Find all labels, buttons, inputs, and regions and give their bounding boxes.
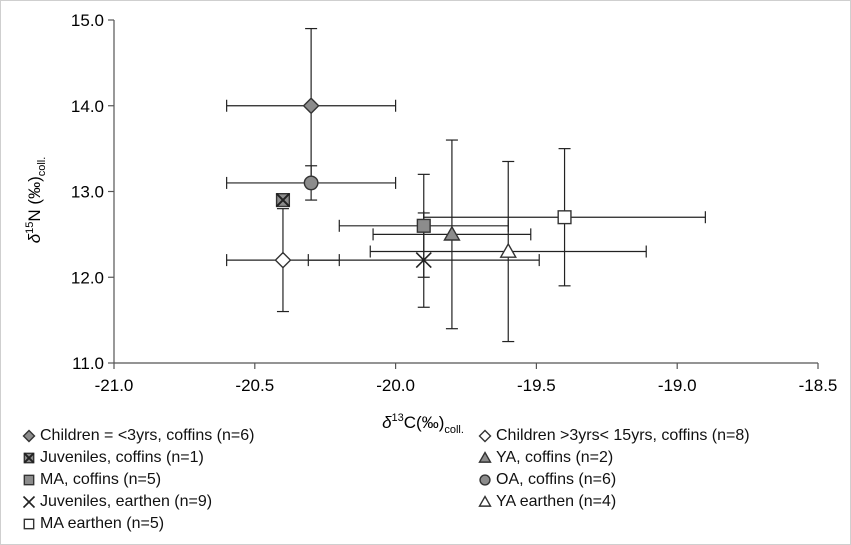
data-point-cross bbox=[275, 192, 291, 208]
data-point bbox=[274, 251, 292, 269]
data-point bbox=[303, 175, 319, 191]
y-axis-label: δ15N (‰)coll. bbox=[24, 157, 48, 244]
y-tick-label: 12.0 bbox=[71, 268, 104, 287]
x-tick-label: -20.0 bbox=[376, 376, 415, 395]
x-tick-label: -19.0 bbox=[658, 376, 697, 395]
data-point bbox=[416, 218, 431, 233]
x-axis-label: δ13C(‰)coll. bbox=[382, 412, 464, 436]
y-tick-label: 15.0 bbox=[71, 11, 104, 30]
y-tick-label: 11.0 bbox=[72, 354, 104, 373]
data-point bbox=[443, 225, 461, 241]
axes: 11.0 12.0 13.0 14.0 15.0 -21.0 -20.5 -20.0 -19.5… bbox=[71, 11, 837, 395]
error-bars bbox=[226, 27, 706, 343]
x-tick-label: -21.0 bbox=[95, 376, 134, 395]
data-markers bbox=[274, 97, 572, 269]
data-point bbox=[415, 252, 432, 269]
x-tick-label: -19.5 bbox=[517, 376, 556, 395]
data-point bbox=[557, 210, 572, 225]
data-point bbox=[302, 97, 320, 115]
data-point-stroke bbox=[415, 252, 432, 269]
data-point bbox=[499, 242, 517, 258]
y-tick-label: 14.0 bbox=[71, 97, 104, 116]
y-tick-label: 13.0 bbox=[71, 183, 104, 202]
x-tick-label: -20.5 bbox=[235, 376, 274, 395]
x-tick-label: -18.5 bbox=[799, 376, 838, 395]
data-point bbox=[275, 192, 291, 208]
